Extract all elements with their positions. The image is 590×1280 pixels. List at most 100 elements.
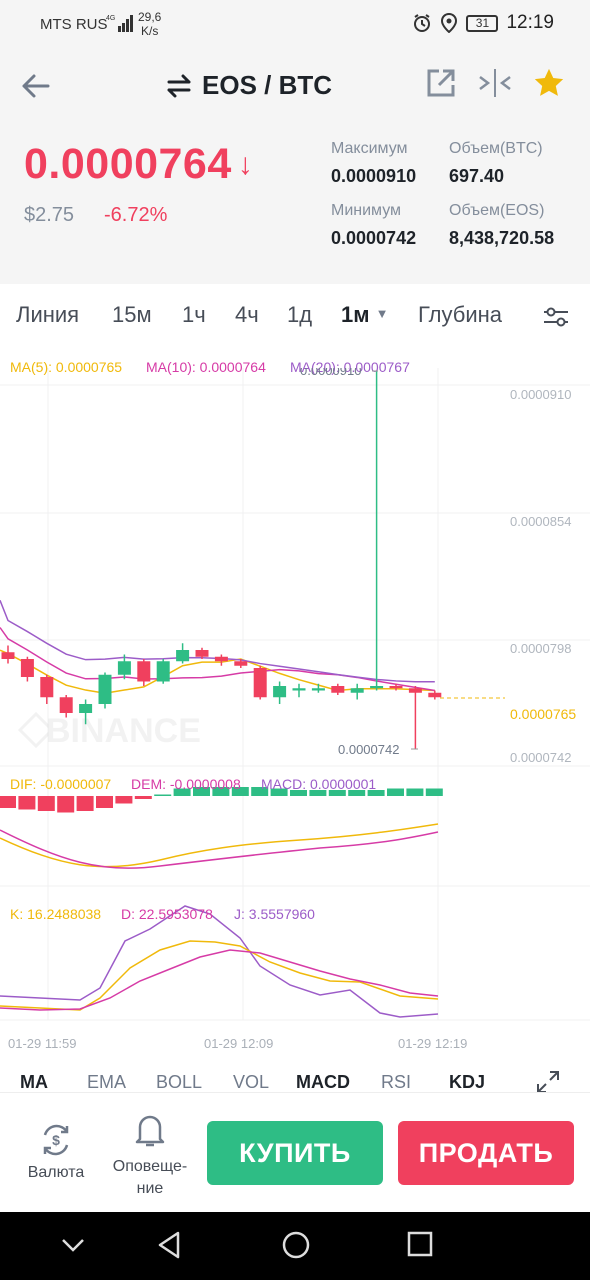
indicator-kdj[interactable]: KDJ xyxy=(449,1072,486,1092)
candle-body xyxy=(292,688,306,691)
pair-selector[interactable]: EOS / BTC xyxy=(166,70,332,101)
candle-body xyxy=(253,668,267,698)
svg-text:$: $ xyxy=(52,1132,60,1148)
share-button[interactable] xyxy=(424,66,458,100)
macd-bar xyxy=(231,787,249,796)
indicator-bar: MA EMA BOLL VOL MACD RSI KDJ xyxy=(0,1064,590,1094)
svg-text:4G: 4G xyxy=(106,15,115,22)
macd-bar xyxy=(57,796,75,813)
tab-1h[interactable]: 1ч xyxy=(182,302,206,327)
price-change: -6.72% xyxy=(104,204,168,226)
tab-4h[interactable]: 4ч xyxy=(235,302,259,327)
compare-button[interactable] xyxy=(478,66,512,100)
trade-bar: $ Валюта Оповеще- ние КУПИТЬ ПРОДАТЬ xyxy=(0,1092,590,1212)
signal-icon: 4G xyxy=(106,15,133,32)
high-label: Максимум xyxy=(331,140,408,157)
macd-bar xyxy=(173,788,191,796)
sell-button[interactable]: ПРОДАТЬ xyxy=(398,1121,574,1185)
indicator-ema[interactable]: EMA xyxy=(87,1072,127,1092)
price-usd: $2.75 xyxy=(24,204,75,226)
ma10-legend: MA(10): 0.0000764 xyxy=(146,359,266,375)
clock: 12:19 xyxy=(506,12,554,33)
swap-icon xyxy=(167,74,191,97)
candle-body xyxy=(331,686,345,693)
chart-settings-icon[interactable] xyxy=(542,304,570,330)
back-arrow-icon[interactable] xyxy=(18,68,54,104)
nav-down-icon[interactable] xyxy=(60,1236,86,1254)
kline-chart[interactable]: BINANCE 0.0000910 0.0000742 xyxy=(0,368,590,1058)
alerts-button[interactable]: Оповеще- ние xyxy=(108,1111,192,1200)
macd-bar xyxy=(290,790,307,796)
indicator-vol[interactable]: VOL xyxy=(233,1072,270,1092)
min-annotation: 0.0000742 xyxy=(338,742,399,757)
indicator-boll[interactable]: BOLL xyxy=(156,1072,203,1092)
system-nav-bar xyxy=(0,1212,590,1280)
nav-recents-icon[interactable] xyxy=(406,1230,434,1258)
macd-bar xyxy=(96,796,113,808)
macd-bar xyxy=(37,796,55,811)
low-label: Минимум xyxy=(331,202,402,219)
buy-button[interactable]: КУПИТЬ xyxy=(207,1121,383,1185)
location-icon xyxy=(441,13,458,33)
macd-bar xyxy=(348,790,366,796)
y-tick-1: 0.0000910 xyxy=(510,387,572,402)
macd-bar xyxy=(367,790,385,796)
macd-bar xyxy=(251,787,269,796)
kdj-d-line xyxy=(0,949,439,1011)
macd-bar xyxy=(270,788,288,796)
chart-grid xyxy=(0,368,590,1021)
candle-body xyxy=(389,686,403,689)
max-annotation: 0.0000910 xyxy=(300,368,361,378)
candles xyxy=(1,371,442,749)
candle-body xyxy=(176,650,190,662)
tab-line[interactable]: Линия xyxy=(16,302,80,327)
nav-home-icon[interactable] xyxy=(281,1230,311,1260)
carrier-name: MTS RUS xyxy=(40,16,108,33)
caret-down-icon: ▼ xyxy=(375,306,389,321)
nav-back-icon[interactable] xyxy=(156,1230,184,1260)
fullscreen-icon[interactable] xyxy=(536,1070,560,1094)
candle-body xyxy=(195,650,209,657)
market-header: EOS / BTC 0.0000764 ↓ $2.75 -6.72% Макси… xyxy=(0,48,590,284)
interval-tabs: Линия 15м 1ч 4ч 1д 1м ▼ Глубина xyxy=(0,302,590,338)
macd-bar xyxy=(76,796,94,811)
candle-body xyxy=(273,686,287,698)
low-value: 0.0000742 xyxy=(331,228,417,248)
macd-bar xyxy=(0,796,16,808)
candle-body xyxy=(428,692,442,698)
bell-icon xyxy=(135,1115,165,1147)
indicator-rsi[interactable]: RSI xyxy=(381,1072,412,1092)
dif-line xyxy=(0,823,439,868)
tab-15m[interactable]: 15м xyxy=(112,302,152,327)
currency-button[interactable]: $ Валюта xyxy=(24,1121,88,1182)
indicator-ma[interactable]: MA xyxy=(20,1072,48,1092)
dem-legend: DEM: -0.0000008 xyxy=(131,776,241,792)
indicator-macd[interactable]: MACD xyxy=(296,1072,350,1092)
watermark-text: BINANCE xyxy=(46,712,201,750)
macd-bar xyxy=(134,796,152,799)
j-legend: J: 3.5557960 xyxy=(234,906,315,922)
battery-icon: 31 xyxy=(466,14,499,32)
candle-body xyxy=(20,659,34,677)
alarm-icon xyxy=(414,14,431,32)
macd-bar xyxy=(309,790,327,796)
y-current-price: 0.0000765 xyxy=(510,706,577,722)
candle-body xyxy=(214,656,228,662)
ma-lines xyxy=(0,599,435,694)
split-view-icon xyxy=(479,69,511,97)
tab-depth[interactable]: Глубина xyxy=(418,302,503,327)
macd-bar xyxy=(115,796,133,804)
down-arrow-icon: ↓ xyxy=(237,147,254,181)
vol-btc-label: Объем(BTC) xyxy=(449,140,543,157)
tab-1d[interactable]: 1д xyxy=(287,302,313,327)
k-legend: K: 16.2488038 xyxy=(10,906,102,922)
time-label-1: 01-29 11:59 xyxy=(8,1036,77,1051)
candle-body xyxy=(234,661,248,666)
candle-body xyxy=(350,688,364,693)
tab-1m[interactable]: 1м ▼ xyxy=(341,302,389,327)
macd-legend: MACD: 0.0000001 xyxy=(261,776,377,792)
chart-card: Линия 15м 1ч 4ч 1д 1м ▼ Глубина MA(5): 0… xyxy=(0,284,590,1094)
favorite-button[interactable] xyxy=(532,66,566,100)
vol-btc-value: 697.40 xyxy=(449,166,505,186)
macd-bar xyxy=(18,796,36,810)
